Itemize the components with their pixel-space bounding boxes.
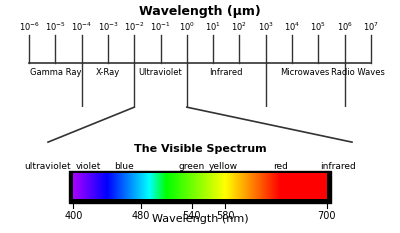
Text: $10^{2}$: $10^{2}$ [232,21,247,33]
Text: $10^{-5}$: $10^{-5}$ [45,21,66,33]
Text: $10^{-6}$: $10^{-6}$ [19,21,40,33]
Text: ultraviolet: ultraviolet [25,162,71,171]
Text: 580: 580 [216,211,234,221]
Text: $10^{5}$: $10^{5}$ [310,21,326,33]
Text: 540: 540 [182,211,201,221]
Text: blue: blue [114,162,134,171]
Text: $10^{-3}$: $10^{-3}$ [98,21,118,33]
Text: Gamma Ray: Gamma Ray [30,68,81,77]
Text: $10^{1}$: $10^{1}$ [205,21,221,33]
Text: Wavelength (nm): Wavelength (nm) [152,214,248,224]
Text: X-Ray: X-Ray [96,68,120,77]
Text: red: red [273,162,288,171]
Text: Radio Waves: Radio Waves [331,68,385,77]
Text: $10^{4}$: $10^{4}$ [284,21,300,33]
Text: Infrared: Infrared [210,68,243,77]
Text: infrared: infrared [320,162,356,171]
Text: $10^{7}$: $10^{7}$ [363,21,379,33]
Text: Ultraviolet: Ultraviolet [139,68,182,77]
Text: Microwaves: Microwaves [280,68,330,77]
Text: $10^{0}$: $10^{0}$ [179,21,195,33]
Text: yellow: yellow [209,162,238,171]
Text: The Visible Spectrum: The Visible Spectrum [134,144,266,154]
Text: 700: 700 [318,211,336,221]
Text: 480: 480 [132,211,150,221]
Text: $10^{-4}$: $10^{-4}$ [71,21,92,33]
Text: $10^{-2}$: $10^{-2}$ [124,21,145,33]
Text: green: green [178,162,205,171]
Text: $10^{3}$: $10^{3}$ [258,21,274,33]
Text: 400: 400 [64,211,82,221]
Text: violet: violet [76,162,101,171]
Text: Wavelength (μm): Wavelength (μm) [139,5,261,18]
Text: $10^{6}$: $10^{6}$ [336,21,352,33]
Text: $10^{-1}$: $10^{-1}$ [150,21,171,33]
